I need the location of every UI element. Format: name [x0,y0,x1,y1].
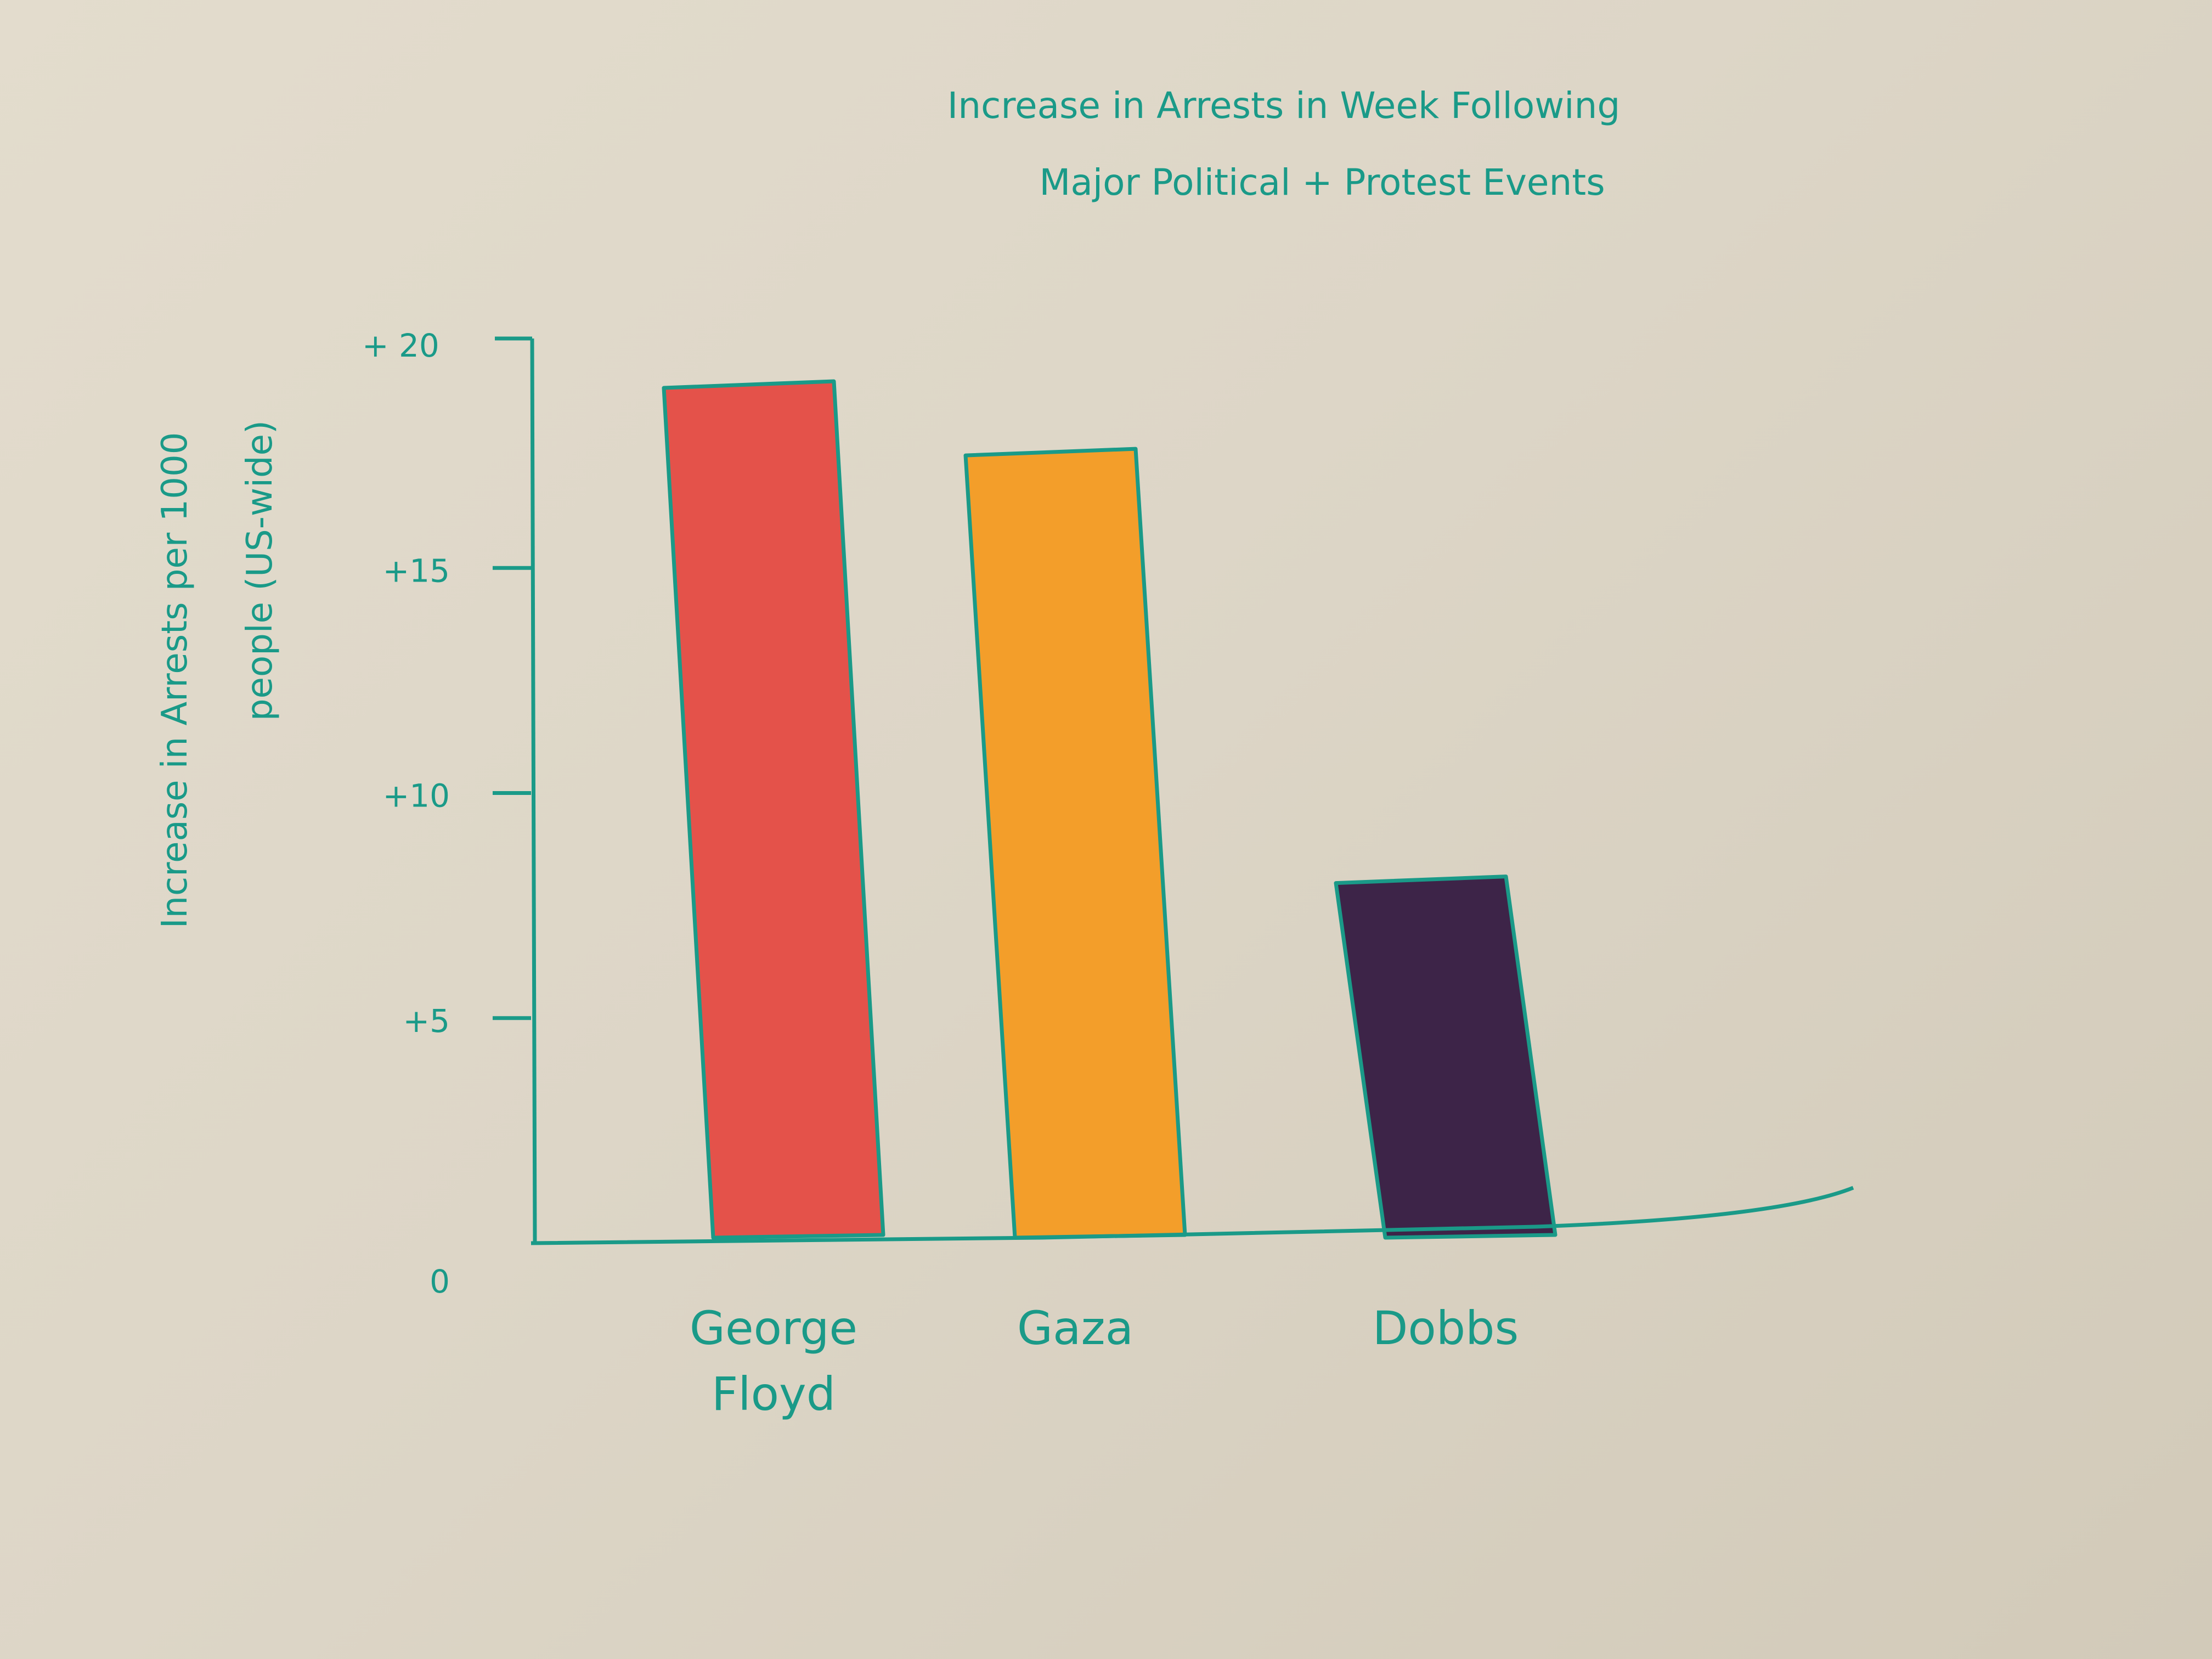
x-tick-label: Gaza [1017,1301,1133,1355]
bar-gaza [963,447,1187,1240]
y-tick-label: + 20 [362,327,439,364]
y-axis-line [530,338,537,1245]
bar-dobbs [1334,874,1558,1240]
chart-title-line-1: Increase in Arrests in Week Following [947,84,1621,127]
x-labels-group: George Floyd Gaza Dobbs [690,1301,1519,1421]
x-tick-label: Floyd [712,1367,836,1421]
y-axis-label-line-2: people (US-wide) [240,420,280,721]
y-tick-label: +15 [383,552,450,589]
y-axis-label-line-1: Increase in Arrests per 1000 [155,432,195,929]
y-tick-label: 0 [430,1263,450,1300]
bar-george-floyd [662,379,885,1240]
x-tick-label: Dobbs [1373,1301,1519,1355]
x-tick-label: George [690,1301,857,1355]
chart-title-line-2: Major Political + Protest Events [1039,161,1605,204]
y-tick-label: +10 [383,777,450,815]
y-ticks-group: 0 +5 +10 +15 + 20 [362,327,531,1300]
bars-group [662,379,1558,1240]
y-tick-label: +5 [403,1002,450,1040]
x-axis-line [531,1186,1854,1245]
